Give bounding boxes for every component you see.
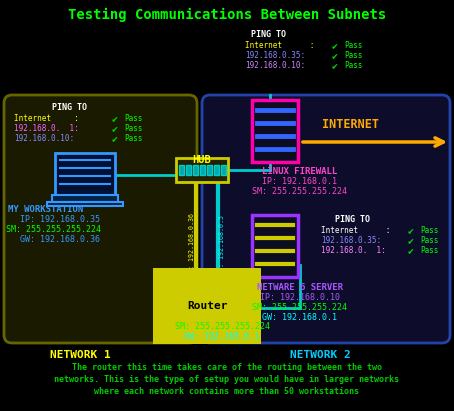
Text: ✔: ✔ — [408, 236, 414, 246]
Bar — [252, 100, 298, 162]
Text: PING TO: PING TO — [335, 215, 370, 224]
Text: 192.168.0.35:: 192.168.0.35: — [321, 236, 381, 245]
Text: Pass: Pass — [344, 51, 362, 60]
Bar — [186, 165, 191, 175]
Text: PING TO: PING TO — [251, 30, 286, 39]
Text: 192.168.0.  1:: 192.168.0. 1: — [321, 246, 386, 255]
Text: MY WORKSTATION: MY WORKSTATION — [8, 205, 83, 214]
Bar — [175, 294, 240, 318]
Text: NETWORK 1: NETWORK 1 — [49, 350, 110, 360]
Bar — [47, 202, 123, 206]
Text: ✔: ✔ — [408, 246, 414, 256]
Bar — [207, 165, 212, 175]
Bar — [252, 215, 298, 277]
Bar — [193, 165, 198, 175]
Text: SM: 255.255.255.224: SM: 255.255.255.224 — [252, 187, 347, 196]
Text: IP: 192.168.0.36: IP: 192.168.0.36 — [189, 213, 195, 277]
Text: ✔: ✔ — [112, 124, 118, 134]
Bar — [176, 158, 228, 182]
Text: NETWARE 6 SERVER: NETWARE 6 SERVER — [257, 283, 343, 292]
Text: IP: 192.168.0.5: IP: 192.168.0.5 — [219, 215, 225, 275]
Text: GW: 192.168.0.1: GW: 192.168.0.1 — [262, 313, 337, 322]
Text: Testing Communications Between Subnets: Testing Communications Between Subnets — [68, 8, 386, 22]
Text: ✔: ✔ — [332, 41, 338, 51]
Text: Internet     :: Internet : — [14, 114, 79, 123]
Text: ✔: ✔ — [408, 226, 414, 236]
Text: Pass: Pass — [420, 236, 439, 245]
Text: Pass: Pass — [420, 246, 439, 255]
Text: ✔: ✔ — [112, 134, 118, 144]
Bar — [200, 165, 205, 175]
Bar — [179, 165, 184, 175]
Bar — [214, 165, 219, 175]
Text: GW: 192.168.0.36: GW: 192.168.0.36 — [20, 235, 100, 244]
Bar — [52, 195, 118, 202]
Text: Router: Router — [187, 301, 227, 311]
Text: Internet      :: Internet : — [245, 41, 314, 50]
Text: Pass: Pass — [344, 61, 362, 70]
Text: SM: 255.255.255.224: SM: 255.255.255.224 — [252, 303, 347, 312]
Text: Pass: Pass — [124, 114, 143, 123]
Text: Pass: Pass — [420, 226, 439, 235]
Text: INTERNET: INTERNET — [322, 118, 379, 131]
Text: Internet      :: Internet : — [321, 226, 390, 235]
Text: ✔: ✔ — [112, 114, 118, 124]
Text: PING TO: PING TO — [52, 103, 87, 112]
Text: ✔: ✔ — [332, 61, 338, 71]
Text: IP: 192.168.0.1: IP: 192.168.0.1 — [262, 177, 337, 186]
Text: ✔: ✔ — [332, 51, 338, 61]
Text: Pass: Pass — [124, 134, 143, 143]
Text: The router this time takes care of the routing between the two
networks. This is: The router this time takes care of the r… — [54, 363, 400, 396]
Text: Pass: Pass — [344, 41, 362, 50]
Text: NETWORK 2: NETWORK 2 — [290, 350, 350, 360]
Text: 192.168.0.  1:: 192.168.0. 1: — [14, 124, 79, 133]
Bar — [55, 153, 115, 195]
Text: GW: 192.168.0.1: GW: 192.168.0.1 — [184, 332, 259, 341]
Text: 192.168.0.10:: 192.168.0.10: — [245, 61, 305, 70]
Text: SM: 255.255.255.224: SM: 255.255.255.224 — [6, 225, 101, 234]
Text: LINUX FIREWALL: LINUX FIREWALL — [262, 167, 338, 176]
Text: SM: 255.255.255.224: SM: 255.255.255.224 — [175, 322, 270, 331]
Text: IP: 192.168.0.10: IP: 192.168.0.10 — [260, 293, 340, 302]
Text: 192.168.0.10:: 192.168.0.10: — [14, 134, 74, 143]
FancyBboxPatch shape — [4, 95, 197, 343]
Text: 192.168.0.35:: 192.168.0.35: — [245, 51, 305, 60]
FancyBboxPatch shape — [202, 95, 450, 343]
Text: Pass: Pass — [124, 124, 143, 133]
Text: IP: 192.168.0.35: IP: 192.168.0.35 — [20, 215, 100, 224]
Text: HUB: HUB — [192, 155, 212, 165]
Bar — [221, 165, 226, 175]
